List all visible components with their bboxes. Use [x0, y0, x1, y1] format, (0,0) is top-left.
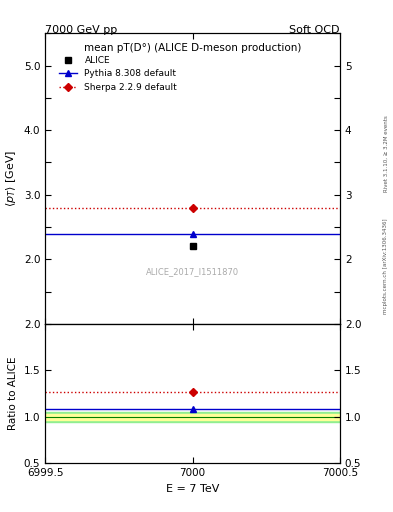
Text: mcplots.cern.ch [arXiv:1306.3436]: mcplots.cern.ch [arXiv:1306.3436]	[384, 219, 388, 314]
X-axis label: E = 7 TeV: E = 7 TeV	[166, 484, 219, 494]
Text: mean pT(D°) (ALICE D-meson production): mean pT(D°) (ALICE D-meson production)	[84, 44, 301, 53]
Text: Soft QCD: Soft QCD	[290, 25, 340, 35]
Text: Rivet 3.1.10, ≥ 3.2M events: Rivet 3.1.10, ≥ 3.2M events	[384, 115, 388, 192]
Y-axis label: $\langle p_T \rangle$ [GeV]: $\langle p_T \rangle$ [GeV]	[4, 150, 18, 207]
Text: ALICE_2017_I1511870: ALICE_2017_I1511870	[146, 267, 239, 276]
Legend: ALICE, Pythia 8.308 default, Sherpa 2.2.9 default: ALICE, Pythia 8.308 default, Sherpa 2.2.…	[55, 52, 181, 96]
Y-axis label: Ratio to ALICE: Ratio to ALICE	[8, 357, 18, 431]
Text: 7000 GeV pp: 7000 GeV pp	[45, 25, 118, 35]
